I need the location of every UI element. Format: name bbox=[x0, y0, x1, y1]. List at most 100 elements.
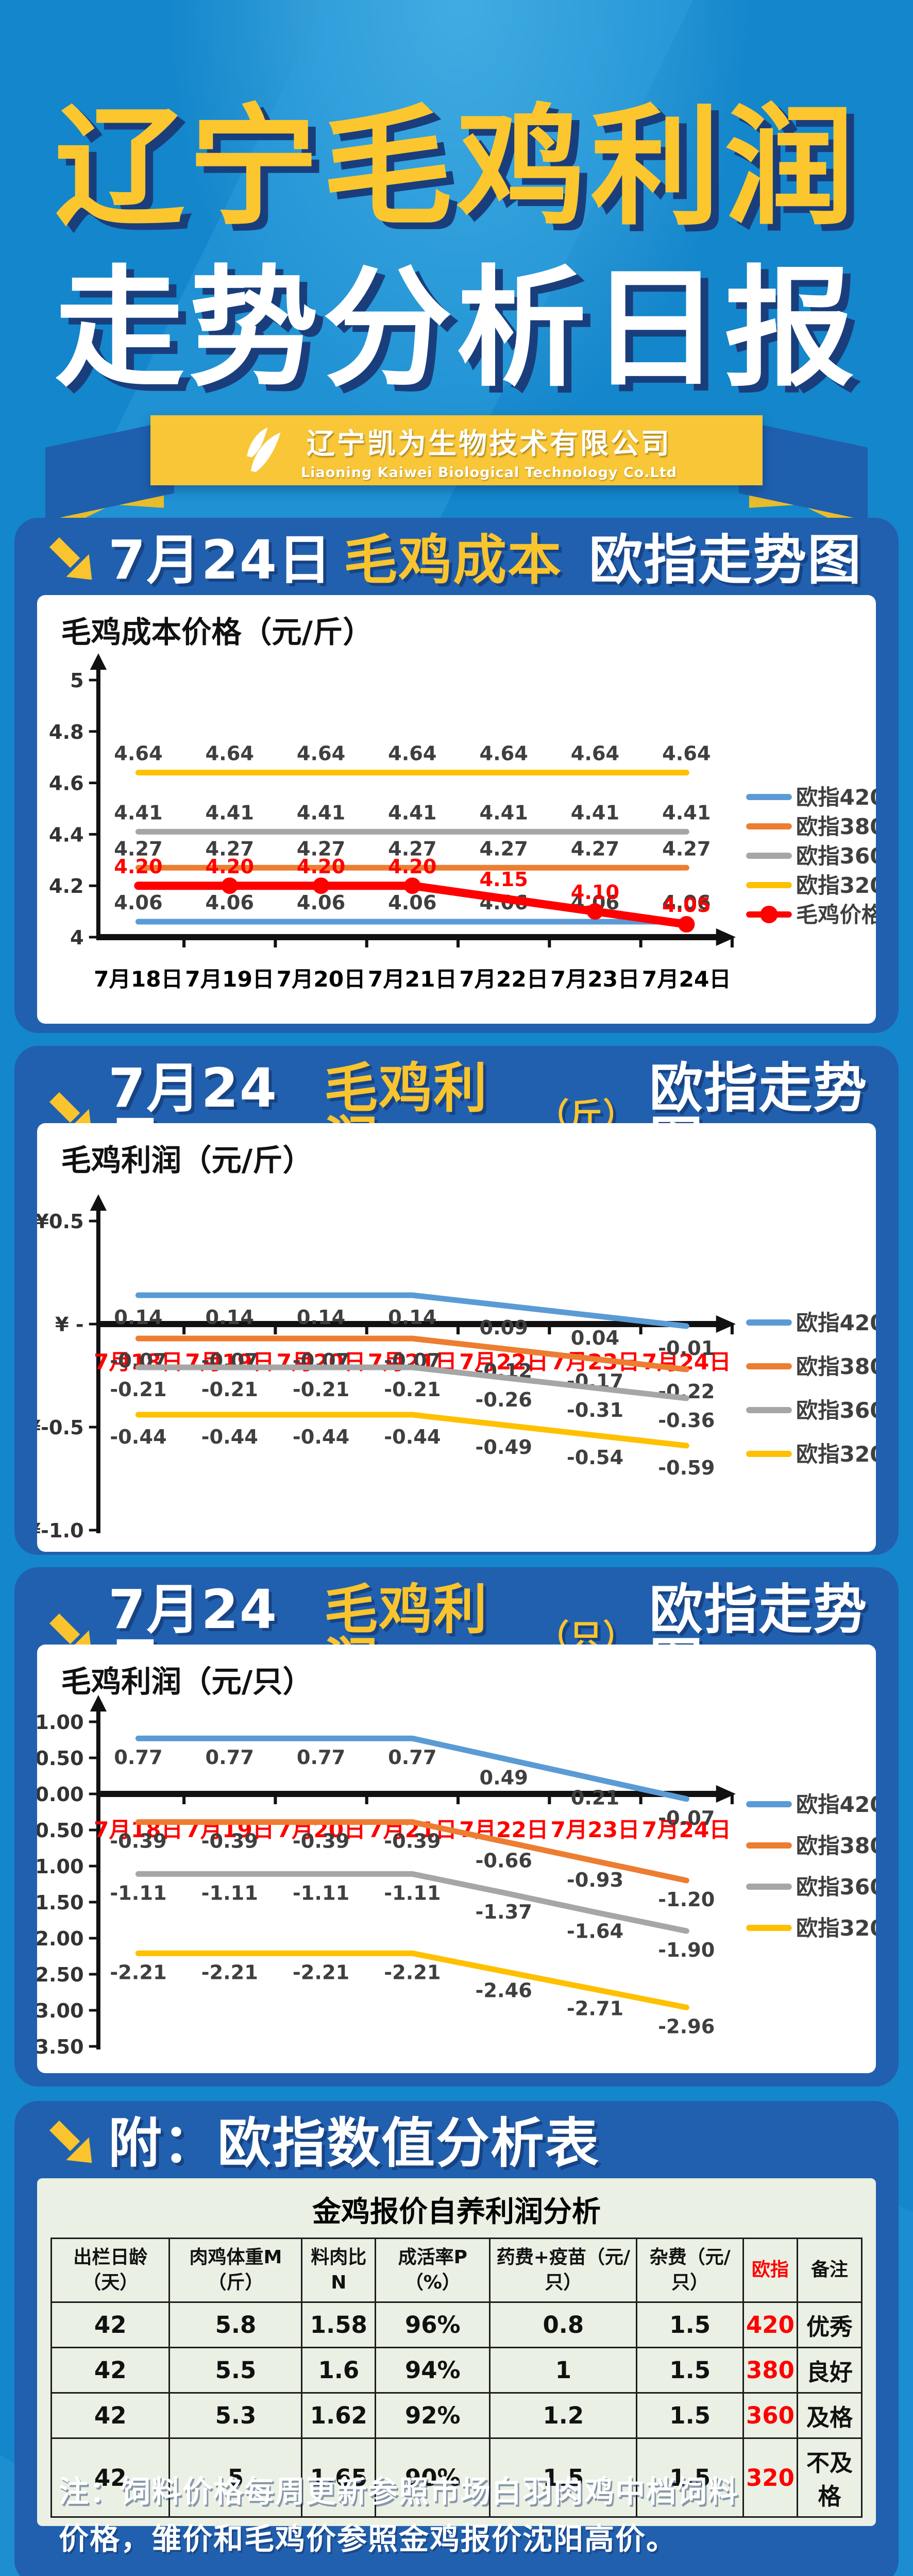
x-tick-label: 7月22日 bbox=[459, 967, 548, 992]
data-label: 0.04 bbox=[571, 1327, 619, 1349]
series-欧指360: -1.11 -1.11 -1.11 -1.11 -1.37 -1.64 -1.90 bbox=[110, 1871, 715, 1961]
arrow-down-right-icon bbox=[49, 537, 92, 580]
y-tick-label: 4.8 bbox=[49, 721, 84, 743]
data-label: -0.44 bbox=[293, 1426, 349, 1448]
data-label: 4.41 bbox=[571, 802, 619, 824]
data-label: 4.27 bbox=[297, 837, 345, 860]
data-label: 4.27 bbox=[388, 837, 436, 860]
series-欧指320: 4.64 4.64 4.64 4.64 4.64 4.64 4.64 bbox=[114, 742, 711, 776]
table-row: 42 5.3 1.62 92% 1.2 1.5 360 及格 bbox=[50, 2392, 863, 2439]
x-tick-label: 7月20日 bbox=[277, 1349, 366, 1375]
data-label: -0.44 bbox=[201, 1426, 258, 1448]
data-label: 4.10 bbox=[571, 881, 619, 904]
arrow-down-right-icon bbox=[49, 2120, 92, 2163]
series-line bbox=[135, 1950, 689, 2010]
section-header: 7月24日 毛鸡成本 欧指走势图 bbox=[47, 533, 862, 587]
table-cell: 1.5 bbox=[636, 2301, 744, 2349]
x-tick-label: 7月18日 bbox=[94, 1349, 183, 1375]
company-logo-icon bbox=[247, 427, 281, 472]
data-label: -0.39 bbox=[110, 1830, 166, 1853]
data-point-marker bbox=[586, 903, 604, 920]
y-axis-arrow bbox=[90, 1194, 107, 1211]
footnote-line1: 注：饲料价格每周更新参照市场白羽肉鸡中档饲料 bbox=[59, 2474, 739, 2509]
y-tick-label: ¥-0.5 bbox=[37, 1416, 84, 1439]
x-tick-label: 7月20日 bbox=[277, 967, 366, 992]
data-label: 4.41 bbox=[388, 802, 436, 824]
series-欧指380: -0.39 -0.39 -0.39 -0.39 -0.66 -0.93 -1.20 bbox=[110, 1819, 715, 1911]
table-cell: 5.8 bbox=[168, 2301, 303, 2349]
section-title-suffix: 欧指走势图 bbox=[589, 529, 863, 591]
section-title-prefix: 7月24日 bbox=[108, 529, 333, 591]
series-欧指420: 0.77 0.77 0.77 0.77 0.49 0.21 -0.07 bbox=[114, 1735, 715, 1829]
series-欧指360: -0.21 -0.21 -0.21 -0.21 -0.26 -0.31 -0.36 bbox=[110, 1364, 715, 1432]
data-label: 0.14 bbox=[388, 1306, 436, 1329]
x-tick-label: 7月23日 bbox=[551, 1817, 640, 1842]
data-label: 4.27 bbox=[479, 837, 528, 860]
data-label: -0.26 bbox=[476, 1388, 532, 1411]
profit-analysis-table: 出栏日龄（天） 肉鸡体重M（斤） 料肉比N 成活率P（%） 药费+疫苗（元/只） 杂费（元… bbox=[50, 2237, 863, 2518]
data-label: 4.64 bbox=[388, 742, 436, 765]
y-tick-label: 1.00 bbox=[37, 1711, 84, 1734]
data-label: 4.06 bbox=[206, 891, 254, 914]
y-tick-label: ¥0.5 bbox=[37, 1210, 84, 1233]
data-label: -0.21 bbox=[201, 1378, 258, 1401]
data-label: -0.54 bbox=[567, 1446, 623, 1469]
legend-label: 欧指420 bbox=[796, 1310, 876, 1335]
table-cell: 1.6 bbox=[301, 2347, 377, 2394]
table-cell: 良好 bbox=[796, 2347, 863, 2394]
data-label: -0.66 bbox=[476, 1850, 532, 1872]
data-label: 0.77 bbox=[388, 1746, 436, 1769]
series-欧指420: 0.14 0.14 0.14 0.14 0.09 0.04 -0.01 bbox=[114, 1292, 715, 1360]
section-cost-chart: 7月24日 毛鸡成本 欧指走势图 毛鸡成本价格（元/斤） 5 4.8 4.6 4.4 4.2 4… bbox=[14, 518, 899, 1033]
page-title-line2: 走势分析日报 bbox=[54, 253, 858, 404]
table-cell: 42 bbox=[50, 2301, 171, 2349]
table-cell: 0.8 bbox=[489, 2301, 638, 2349]
chart-title: 毛鸡利润（元/只） bbox=[61, 1664, 313, 1699]
data-label: -2.21 bbox=[384, 1961, 441, 1984]
y-tick-label: 4 bbox=[70, 926, 84, 949]
series-line bbox=[135, 1292, 689, 1329]
company-name-cn: 辽宁凯为生物技术有限公司 bbox=[306, 427, 671, 460]
legend-item-欧指360: 欧指360 bbox=[746, 1874, 876, 1900]
data-label: 4.41 bbox=[479, 802, 528, 824]
y-tick-label: 4.2 bbox=[49, 875, 84, 897]
table-cell: 1.62 bbox=[301, 2392, 377, 2439]
data-label: -0.44 bbox=[110, 1426, 166, 1448]
data-point-marker bbox=[221, 877, 238, 894]
cost-chart-card: 毛鸡成本价格（元/斤） 5 4.8 4.6 4.4 4.2 4 7月18日 7月19日 7月20日… bbox=[37, 595, 876, 1024]
section-title: 附：欧指数值分析表 bbox=[108, 2112, 600, 2175]
series-line bbox=[135, 1819, 689, 1884]
legend-label: 毛鸡价格 bbox=[796, 902, 876, 927]
data-label: -0.07 bbox=[658, 1807, 715, 1829]
table-cell: 不及格 bbox=[796, 2437, 863, 2518]
chart-title: 毛鸡成本价格（元/斤） bbox=[61, 615, 373, 650]
table-cell: 1.5 bbox=[636, 2347, 744, 2394]
profit-bird-chart-card: 毛鸡利润（元/只） 1.00 0.50 0.00 -0.50 -1.00 -1.50 -2.0… bbox=[37, 1645, 876, 2073]
header-glow bbox=[155, 0, 763, 464]
data-label: 4.27 bbox=[571, 837, 619, 860]
data-label: 4.41 bbox=[206, 802, 254, 824]
legend-item-欧指320: 欧指320 bbox=[746, 1916, 876, 1941]
table-cell: 42 bbox=[50, 2437, 171, 2518]
chart-title: 毛鸡利润（元/斤） bbox=[61, 1143, 313, 1178]
table-header-row: 出栏日龄（天） 肉鸡体重M（斤） 料肉比N 成活率P（%） 药费+疫苗（元/只） 杂费（元… bbox=[50, 2237, 863, 2303]
y-axis-arrow bbox=[90, 653, 107, 670]
legend-item-欧指320: 欧指320 bbox=[746, 873, 876, 898]
section-profit-bird-chart: 7月24日毛鸡利润（只）欧指走势图 毛鸡利润（元/只）1.000.500.00-… bbox=[14, 1567, 899, 2087]
table-cell: 5.3 bbox=[168, 2392, 303, 2439]
legend-label: 欧指360 bbox=[796, 843, 876, 869]
table-cell: 1.65 bbox=[301, 2437, 377, 2518]
x-tick-label: 7月24日 bbox=[642, 967, 731, 992]
data-label: 4.06 bbox=[388, 891, 436, 914]
table-cell: 96% bbox=[375, 2301, 491, 2349]
data-label: 0.21 bbox=[571, 1787, 619, 1809]
table-cell: 360 bbox=[742, 2392, 798, 2439]
legend-label: 欧指420 bbox=[796, 785, 876, 810]
table-header-cell: 杂费（元/只） bbox=[636, 2237, 744, 2303]
data-point-marker bbox=[404, 877, 421, 894]
data-label: -1.90 bbox=[658, 1939, 715, 1961]
data-point-marker bbox=[312, 877, 330, 894]
series-line bbox=[135, 1735, 689, 1802]
series-毛鸡价格: 4.20 4.20 4.20 4.20 4.15 4.10 4.05 bbox=[114, 855, 711, 933]
data-label: 0.09 bbox=[479, 1316, 528, 1339]
